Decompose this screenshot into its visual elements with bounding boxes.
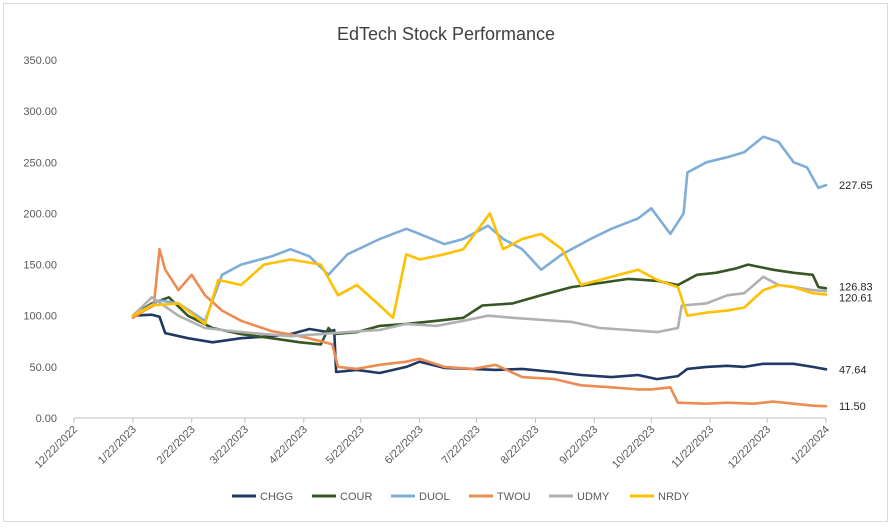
chart-title: EdTech Stock Performance [337,24,555,44]
x-tick-label: 4/22/2023 [267,424,310,467]
end-label-cour: 126.83 [839,281,873,293]
x-tick-label: 9/22/2023 [557,424,600,467]
y-tick-label: 150.00 [23,260,57,272]
x-tick-label: 8/22/2023 [498,424,541,467]
chart-frame [3,3,888,522]
series-line-twou [131,247,828,408]
y-tick-label: 50.00 [29,362,57,374]
series-line-duol [131,135,828,323]
legend-label-nrdy: NRDY [658,491,690,503]
legend-label-chgg: CHGG [260,491,293,503]
y-axis: 0.00 50.00 100.00 150.00 200.00 250.00 300.00 3… [23,55,57,425]
legend-label-twou: TWOU [497,491,531,503]
x-tick-label: 12/22/2022 [33,424,80,471]
x-tick-label: 1/22/2023 [96,424,139,467]
x-tick-label: 3/22/2023 [208,424,251,467]
legend-label-udmy: UDMY [577,491,610,503]
x-tick-label: 11/22/2023 [669,424,716,471]
x-tick-label: 6/22/2023 [383,424,426,467]
x-tick-label: 12/22/2023 [726,424,773,471]
series-line-cour [131,263,828,346]
series-line-nrdy [131,212,828,326]
y-tick-label: 200.00 [23,208,57,220]
x-tick-label: 2/22/2023 [155,424,198,467]
series-line-udmy [131,275,828,338]
y-tick-label: 100.00 [23,311,57,323]
y-tick-label: 0.00 [36,413,57,425]
legend: CHGG COUR DUOL TWOU UDMY NRDY [232,491,690,503]
x-tick-label: 10/22/2023 [610,424,657,471]
y-tick-label: 300.00 [23,106,57,118]
y-tick-label: 350.00 [23,55,57,67]
end-label-nrdy: 120.61 [839,293,873,305]
series-line-chgg [131,313,828,381]
x-tick-label: 1/22/2024 [789,424,832,467]
legend-label-cour: COUR [340,491,372,503]
end-label-duol: 227.65 [839,180,873,192]
end-labels: 47.64 126.83 227.65 11.50 120.61 [839,180,873,413]
end-label-twou: 11.50 [839,401,866,413]
series-layer [131,135,828,408]
x-axis: 12/22/2022 1/22/2023 2/22/2023 3/22/2023 4/2… [33,417,832,471]
x-tick-label: 7/22/2023 [440,424,483,467]
end-label-chgg: 47.64 [839,364,867,376]
x-tick-label: 5/22/2023 [324,424,367,467]
legend-label-duol: DUOL [419,491,450,503]
y-tick-label: 250.00 [23,157,57,169]
